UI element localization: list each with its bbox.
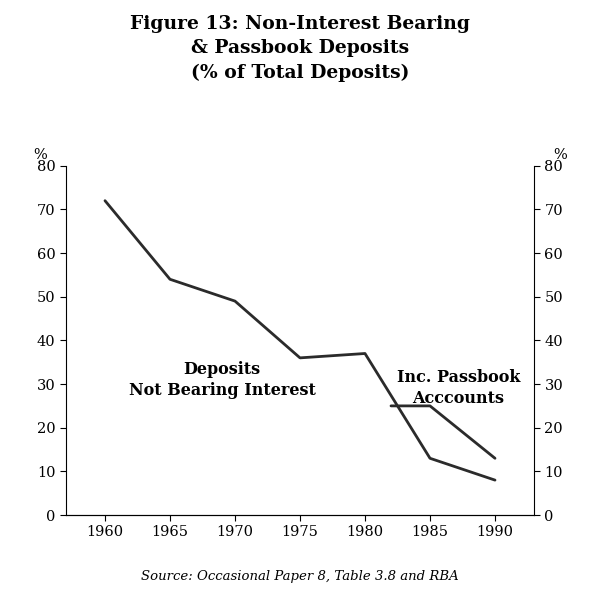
Text: %: % xyxy=(33,148,47,162)
Text: Source: Occasional Paper 8, Table 3.8 and RBA: Source: Occasional Paper 8, Table 3.8 an… xyxy=(141,570,459,583)
Text: Inc. Passbook
Acccounts: Inc. Passbook Acccounts xyxy=(397,369,520,407)
Text: Deposits
Not Bearing Interest: Deposits Not Bearing Interest xyxy=(128,361,316,398)
Text: %: % xyxy=(553,148,567,162)
Text: Figure 13: Non-Interest Bearing
& Passbook Deposits
(% of Total Deposits): Figure 13: Non-Interest Bearing & Passbo… xyxy=(130,15,470,82)
